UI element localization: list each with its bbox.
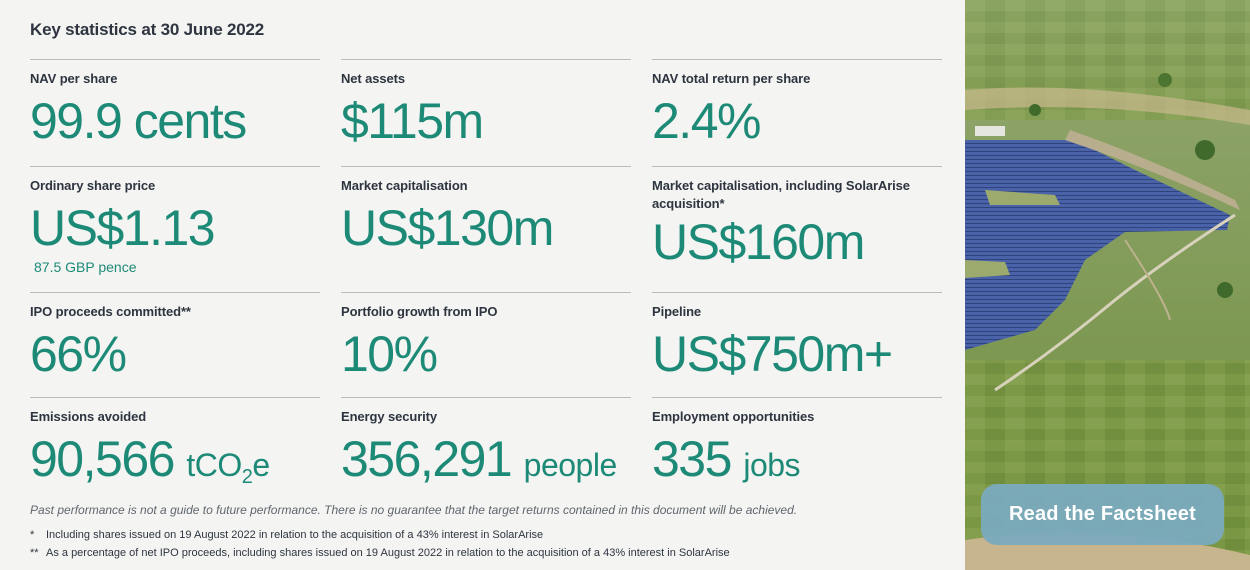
stat-label: Market capitalisation bbox=[341, 178, 468, 193]
stat-ipo-proceeds: IPO proceeds committed** 66% bbox=[30, 292, 320, 379]
stat-sub-value: 87.5 GBP pence bbox=[34, 259, 137, 275]
stat-label: Energy security bbox=[341, 409, 438, 424]
stat-number: 356,291 bbox=[341, 431, 513, 487]
unit-subscript: 2 bbox=[241, 466, 253, 488]
stat-value: 10% bbox=[341, 326, 438, 382]
stat-value: $115m bbox=[341, 93, 484, 149]
stat-market-capitalisation: Market capitalisation US$130m bbox=[341, 166, 631, 253]
stat-value: 335 jobs bbox=[652, 434, 942, 490]
stat-value: 356,291 people bbox=[341, 434, 631, 490]
stat-label: IPO proceeds committed** bbox=[30, 304, 191, 319]
stat-emissions-avoided: Emissions avoided 90,566 tCO2e bbox=[30, 397, 320, 495]
stat-value: 90,566 tCO2e bbox=[30, 434, 320, 495]
footnote: ** As a percentage of net IPO proceeds, i… bbox=[30, 547, 730, 559]
stat-unit: people bbox=[523, 447, 618, 483]
stat-label: Portfolio growth from IPO bbox=[341, 304, 498, 319]
footnote: * Including shares issued on 19 August 20… bbox=[30, 529, 543, 541]
stat-label: Market capitalisation, including SolarAr… bbox=[652, 178, 910, 211]
unit-suffix: e bbox=[252, 447, 270, 483]
stat-unit: jobs bbox=[743, 447, 801, 483]
footnote-mark: ** bbox=[30, 547, 39, 559]
page-title: Key statistics at 30 June 2022 bbox=[30, 20, 265, 39]
stat-value: 99.9 cents bbox=[30, 93, 247, 149]
stat-label: Emissions avoided bbox=[30, 409, 147, 424]
stat-label: Ordinary share price bbox=[30, 178, 156, 193]
stat-nav-per-share: NAV per share 99.9 cents bbox=[30, 59, 320, 146]
stat-value: US$750m+ bbox=[652, 326, 893, 382]
stat-number: 335 bbox=[652, 431, 732, 487]
stat-unit: tCO2e bbox=[186, 447, 270, 488]
unit-prefix: tCO bbox=[186, 447, 242, 483]
read-factsheet-button[interactable]: Read the Factsheet bbox=[981, 484, 1224, 545]
stat-employment: Employment opportunities 335 jobs bbox=[652, 397, 942, 490]
key-statistics-panel: Key statistics at 30 June 2022 NAV per s… bbox=[30, 20, 942, 559]
stat-label: NAV per share bbox=[30, 71, 118, 86]
stat-value: US$1.13 bbox=[30, 200, 216, 256]
stat-label: Net assets bbox=[341, 71, 406, 86]
stat-nav-total-return: NAV total return per share 2.4% bbox=[652, 59, 942, 146]
footnote-text: As a percentage of net IPO proceeds, inc… bbox=[46, 547, 730, 559]
stat-ordinary-share-price: Ordinary share price US$1.13 87.5 GBP pe… bbox=[30, 166, 320, 275]
stat-value: 2.4% bbox=[652, 93, 761, 149]
stat-value: US$130m bbox=[341, 200, 554, 256]
stat-portfolio-growth: Portfolio growth from IPO 10% bbox=[341, 292, 631, 379]
stat-value: US$160m bbox=[652, 214, 865, 270]
stat-number: 90,566 bbox=[30, 431, 175, 487]
stat-label: Employment opportunities bbox=[652, 409, 815, 424]
stat-net-assets: Net assets $115m bbox=[341, 59, 631, 146]
stat-label: Pipeline bbox=[652, 304, 702, 319]
stat-value: 66% bbox=[30, 326, 127, 382]
footnote-text: Including shares issued on 19 August 202… bbox=[46, 529, 544, 541]
stat-energy-security: Energy security 356,291 people bbox=[341, 397, 631, 490]
stat-label: NAV total return per share bbox=[652, 71, 811, 86]
stat-pipeline: Pipeline US$750m+ bbox=[652, 292, 942, 379]
disclaimer: Past performance is not a guide to futur… bbox=[30, 503, 798, 517]
footnote-mark: * bbox=[30, 529, 35, 541]
stat-market-cap-solararise: Market capitalisation, including SolarAr… bbox=[652, 166, 942, 267]
